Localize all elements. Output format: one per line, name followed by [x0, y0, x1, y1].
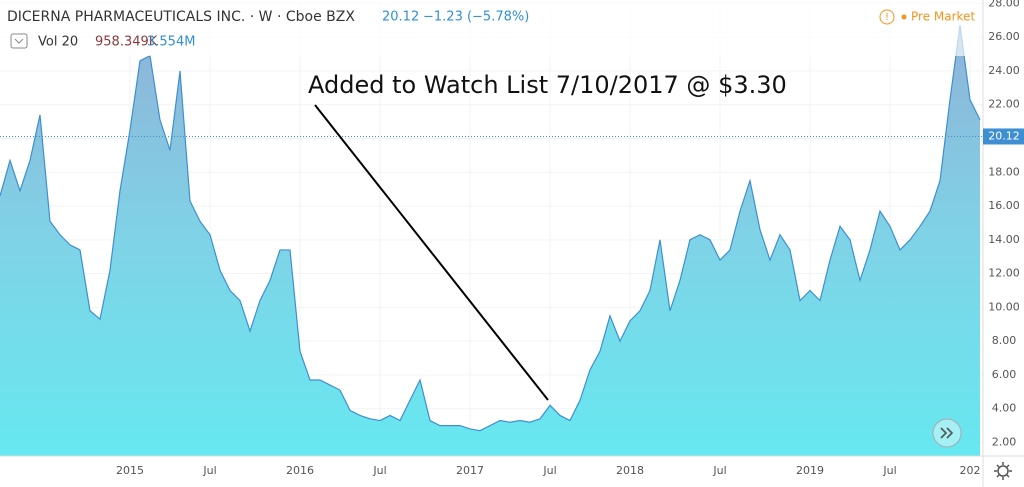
x-tick-label: 2016	[286, 464, 314, 477]
header-bg	[0, 0, 980, 56]
session-dot	[901, 14, 907, 20]
settings-icon	[994, 462, 1012, 480]
warning-icon[interactable]	[879, 9, 895, 25]
annotation: Added to Watch List 7/10/2017 @ $3.30	[308, 71, 787, 99]
x-tick-label: 2019	[796, 464, 824, 477]
plot	[0, 25, 981, 456]
x-tick-label: Jul	[542, 464, 556, 477]
y-tick-label: 26.00	[988, 30, 1020, 43]
last-price-label: 20.12	[988, 129, 1020, 142]
x-tick-label: Jul	[712, 464, 726, 477]
x-tick-label: Jul	[882, 464, 896, 477]
scroll-icon	[940, 427, 954, 439]
x-tick-label: 2017	[456, 464, 484, 477]
warning-mark: !	[885, 12, 889, 23]
y-tick-label: 2.00	[992, 435, 1017, 448]
volume-label: Vol 20	[38, 35, 78, 50]
collapse-button[interactable]	[10, 33, 28, 49]
last-price-badge	[983, 128, 1024, 145]
axes: 2.00 4.00 6.00 8.00 10.00 12.00 14.00 16.00 18.0…	[0, 0, 1024, 477]
volume-value: 958.349K	[95, 35, 158, 50]
y-tick-label: 12.00	[988, 267, 1020, 280]
y-tick-label: 8.00	[992, 334, 1017, 347]
x-tick-label: Jul	[202, 464, 216, 477]
x-tick-label: 202	[960, 464, 981, 477]
chevron-icon	[14, 38, 24, 44]
x-tick-label: 2015	[116, 464, 144, 477]
y-tick-label: 22.00	[988, 98, 1020, 111]
session-label: Pre Market	[911, 10, 975, 24]
price-line	[0, 25, 981, 432]
y-tick-label: 18.00	[988, 165, 1020, 178]
y-tick-label: 4.00	[992, 402, 1017, 415]
volume-value: 3.554M	[147, 35, 195, 50]
y-tick-label: 28.00	[988, 0, 1020, 9]
y-tick-label: 14.00	[988, 233, 1020, 246]
header-change: −1.23 (−5.78%)	[423, 10, 529, 25]
annotation-line	[314, 104, 549, 401]
header-price: 20.12	[382, 10, 419, 25]
title: DICERNA PHARMACEUTICALS INC. · W · Cboe …	[7, 9, 355, 25]
x-tick-label: 2018	[616, 464, 644, 477]
x-tick-label: Jul	[372, 464, 386, 477]
settings-button[interactable]	[997, 465, 1009, 477]
y-tick-label: 10.00	[988, 300, 1020, 313]
y-tick-label: 16.00	[988, 199, 1020, 212]
y-tick-label: 24.00	[988, 64, 1020, 77]
y-tick-label: 6.00	[992, 368, 1017, 381]
area-fill	[0, 25, 980, 456]
